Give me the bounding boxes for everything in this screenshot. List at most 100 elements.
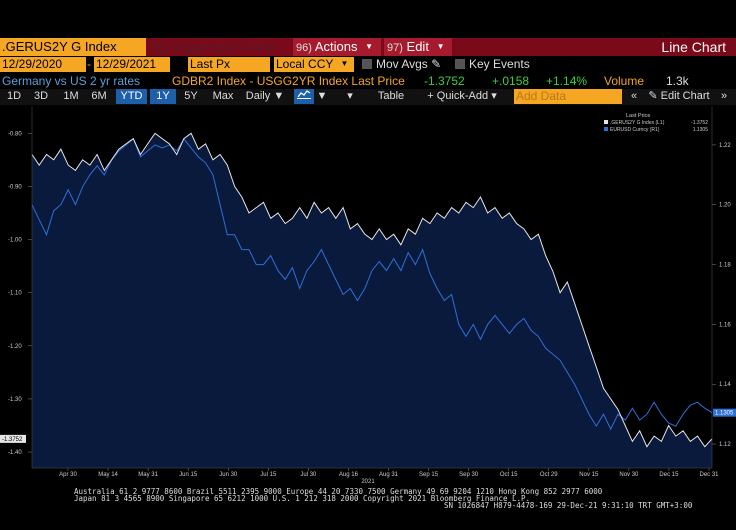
period-ytd[interactable]: YTD [116, 89, 147, 104]
caret-down-icon: ▼ [365, 42, 373, 51]
pencil-icon: ✎ [648, 90, 658, 102]
footer: Australia 61 2 9777 8600 Brazil 5511 239… [0, 487, 736, 530]
x-tick-label: Jun 30 [219, 472, 238, 478]
axes-group: -0.80 -0.90 -1.00 -1.10 -1.20 -1.30 -1.40 1.22 1… [0, 106, 736, 485]
line-chart-icon[interactable] [294, 89, 314, 104]
period-6m[interactable]: 6M [91, 90, 107, 102]
last-value-tag-right-text: 1.1305 [715, 411, 734, 417]
quick-add-label: + Quick-Add [427, 90, 489, 102]
caret-down-icon: ▼ [340, 59, 349, 68]
series-area-gerus2y [32, 133, 712, 469]
last-value: -1.3752 [424, 74, 465, 88]
edit-label: Edit [406, 39, 429, 54]
right-tick-label: 1.22 [719, 143, 731, 149]
currency-label: Local CCY [276, 57, 334, 71]
left-tick-label: -1.30 [8, 397, 22, 403]
pct-change: +1.14% [546, 74, 588, 88]
period-1d[interactable]: 1D [6, 90, 22, 102]
chart-type-title: Line Chart [661, 39, 726, 55]
period-max[interactable]: Max [212, 90, 234, 102]
edit-chart-button[interactable]: ✎ Edit Chart [644, 89, 714, 104]
right-tick-label: 1.18 [719, 263, 731, 269]
period-3d[interactable]: 3D [33, 90, 49, 102]
footer-session-info: SN 1026847 H879-4478-169 29-Dec-21 9:31:… [444, 501, 693, 510]
line-chart[interactable]: -0.80 -0.90 -1.00 -1.10 -1.20 -1.30 -1.40 1.22 1… [0, 106, 736, 486]
x-tick-label: Aug 31 [379, 472, 399, 478]
x-tick-label: Oct 29 [540, 472, 558, 478]
legend: Last Price.GERUS2Y G Index (L1) -1.3752 EU… [600, 110, 710, 136]
x-tick-label: May 31 [138, 472, 158, 478]
currency-selector[interactable]: Local CCY ▼ [274, 57, 354, 72]
key-events-label[interactable]: Key Events [469, 57, 530, 71]
series-line-eurusd [31, 138, 713, 431]
ticker-input[interactable]: .GERUS2Y G Index [0, 38, 146, 56]
suggested-num: 94) [150, 39, 169, 54]
x-tick-label: Dec 15 [659, 472, 679, 478]
x-tick-label: Sep 15 [419, 472, 439, 478]
period-1y[interactable]: 1Y [150, 89, 176, 104]
right-tick-label: 1.12 [719, 442, 731, 448]
controls-row: 12/29/2020 - 12/29/2021 Last Px Local CC… [0, 57, 736, 73]
caret-down-icon: ▼ [273, 90, 285, 102]
key-events-checkbox[interactable] [455, 59, 465, 69]
x-tick-label: May 14 [98, 472, 118, 478]
actions-menu-button[interactable]: 96) Actions ▼ [293, 38, 381, 56]
x-tick-label: Nov 30 [619, 472, 639, 478]
frequency-label: Daily [245, 90, 271, 102]
edit-menu-button[interactable]: 97) Edit ▼ [384, 38, 452, 56]
x-tick-label: Dec 31 [699, 472, 719, 478]
title-bar: .GERUS2Y G Index 94) Suggested Charts 96… [0, 38, 736, 56]
security-description: Germany vs US 2 yr rates [2, 74, 141, 88]
mov-avgs-checkbox[interactable] [362, 59, 372, 69]
left-tick-label: -1.40 [8, 450, 22, 456]
description-row: Germany vs US 2 yr rates GDBR2 Index - U… [0, 73, 736, 89]
legend-series-last: 1.1305 [693, 127, 709, 133]
x-tick-label: Aug 16 [339, 472, 359, 478]
legend-series-name: .GERUS2Y G Index (L1) [610, 120, 665, 126]
x-tick-label: Oct 15 [500, 472, 518, 478]
chart-canvas: -0.80 -0.90 -1.00 -1.10 -1.20 -1.30 -1.40 1.22 1… [0, 106, 736, 485]
right-tick-label: 1.16 [719, 322, 731, 328]
x-tick-label: Jun 15 [179, 472, 198, 478]
caret-down-icon[interactable]: ▼ [316, 90, 328, 102]
period-1m[interactable]: 1M [63, 90, 79, 102]
expand-right-icon[interactable]: » [720, 90, 728, 102]
x-tick-label: Sep 30 [459, 472, 479, 478]
volume-label: Volume [604, 74, 645, 88]
caret-down-icon: ▼ [436, 42, 445, 51]
frequency-dropdown[interactable]: Daily ▼ [242, 89, 288, 104]
caret-down-icon: ▾ [491, 90, 497, 102]
add-data-input[interactable]: Add Data [514, 89, 622, 104]
collapse-left-icon[interactable]: « [630, 90, 638, 102]
formula-text: GDBR2 Index - USGG2YR Index Last Price [172, 74, 405, 88]
mov-avgs-label[interactable]: Mov Avgs ✎ [376, 57, 441, 72]
x-tick-label: Apr 30 [59, 472, 77, 478]
last-value-tag-right [713, 408, 736, 417]
caret-down-icon[interactable]: ▾ [347, 90, 353, 102]
right-tick-label: 1.14 [719, 382, 731, 388]
suggested-charts-button[interactable]: 94) Suggested Charts [148, 38, 290, 56]
volume-value: 1.3k [666, 74, 689, 88]
table-button[interactable]: Table [377, 90, 405, 102]
x-tick-label: Jul 15 [260, 472, 277, 478]
quick-add-button[interactable]: + Quick-Add ▾ [424, 89, 500, 104]
end-date-input[interactable]: 12/29/2021 [94, 57, 170, 72]
field-selector[interactable]: Last Px [188, 57, 270, 72]
x-tick-label: Jul 30 [300, 472, 317, 478]
suggested-label: Suggested Charts [172, 39, 277, 54]
mov-avgs-text: Mov Avgs [376, 57, 428, 71]
footer-contacts-1: Australia 61 2 9777 8600 Brazil 5511 239… [74, 487, 603, 496]
left-tick-label: -1.20 [8, 344, 22, 350]
date-separator: - [87, 57, 91, 71]
period-5y[interactable]: 5Y [184, 90, 198, 102]
actions-label: Actions [314, 39, 358, 54]
net-change: +.0158 [492, 74, 530, 88]
legend-box [600, 110, 710, 136]
x-tick-label: Nov 15 [579, 472, 599, 478]
start-date-input[interactable]: 12/29/2020 [0, 57, 86, 72]
right-tick-label: 1.20 [719, 203, 731, 209]
legend-swatch [604, 120, 608, 124]
series-line-gerus2y [31, 132, 713, 448]
last-value-tag-left-text: -1.3752 [2, 437, 23, 443]
left-tick-label: -0.90 [8, 184, 22, 190]
